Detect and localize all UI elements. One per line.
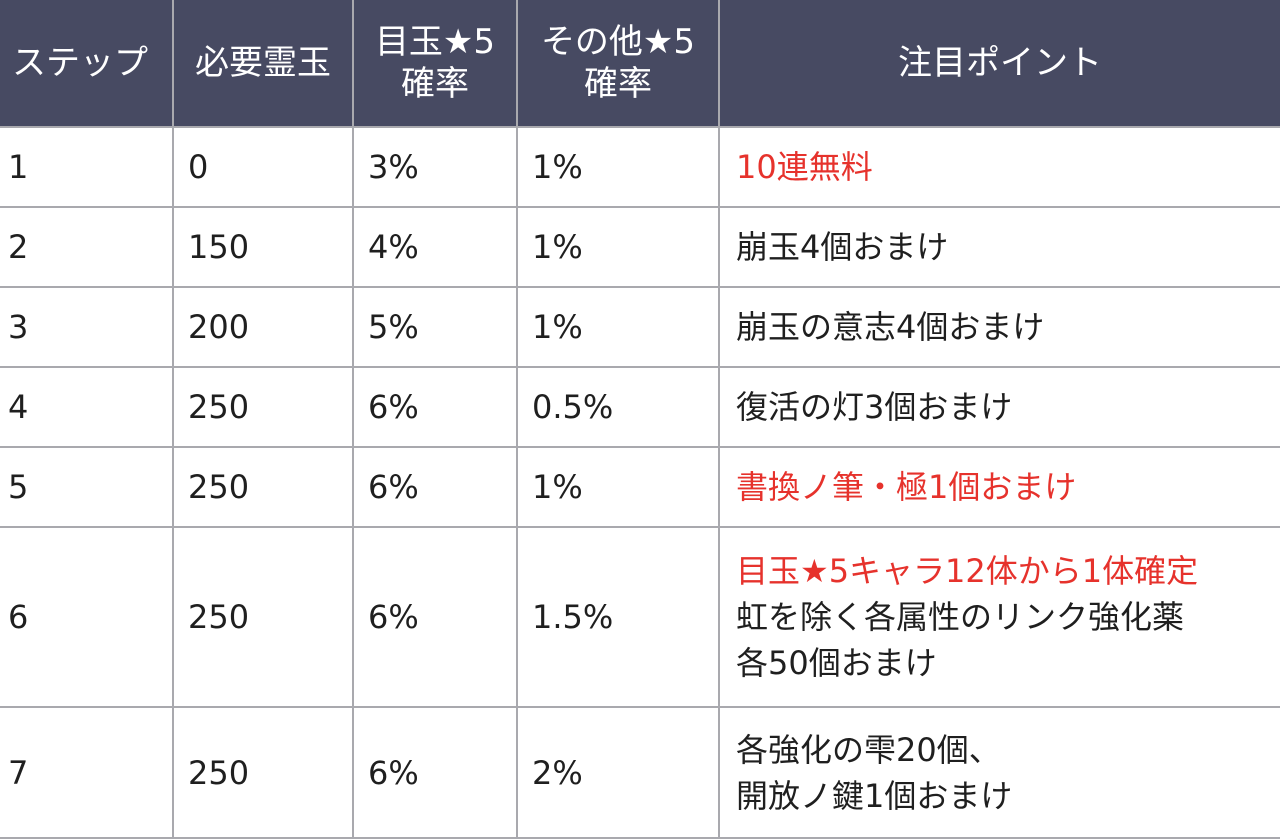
point-line: 10連無料 <box>736 148 873 186</box>
table-row: 1 0 3% 1% 10連無料 <box>0 126 1280 208</box>
cell-point: 復活の灯3個おまけ <box>718 366 1280 448</box>
cell-step: 6 <box>0 526 174 708</box>
header-other-rate-line1: その他★5 <box>540 22 696 62</box>
header-point: 注目ポイント <box>718 0 1280 128</box>
cell-required: 200 <box>172 286 354 368</box>
cell-point: 崩玉4個おまけ <box>718 206 1280 288</box>
cell-step: 1 <box>0 126 174 208</box>
cell-point: 各強化の雫20個、 開放ノ鍵1個おまけ <box>718 706 1280 839</box>
cell-required: 0 <box>172 126 354 208</box>
header-required: 必要霊玉 <box>172 0 354 128</box>
cell-point: 書換ノ筆・極1個おまけ <box>718 446 1280 528</box>
header-featured-rate-line2: 確率 <box>401 64 469 104</box>
point-line: 崩玉4個おまけ <box>736 228 949 266</box>
header-step: ステップ <box>0 0 174 128</box>
cell-step: 7 <box>0 706 174 839</box>
cell-featured-rate: 5% <box>352 286 518 368</box>
cell-required: 150 <box>172 206 354 288</box>
cell-step: 4 <box>0 366 174 448</box>
cell-point: 10連無料 <box>718 126 1280 208</box>
point-line: 復活の灯3個おまけ <box>736 388 1013 426</box>
point-line: 書換ノ筆・極1個おまけ <box>736 468 1077 506</box>
point-line: 虹を除く各属性のリンク強化薬 <box>736 598 1185 636</box>
point-line: 開放ノ鍵1個おまけ <box>736 776 1013 815</box>
cell-step: 3 <box>0 286 174 368</box>
cell-other-rate: 1.5% <box>516 526 720 708</box>
table-row: 4 250 6% 0.5% 復活の灯3個おまけ <box>0 366 1280 448</box>
header-featured-rate: 目玉★5 確率 <box>352 0 518 128</box>
cell-other-rate: 1% <box>516 446 720 528</box>
cell-step: 2 <box>0 206 174 288</box>
point-line: 崩玉の意志4個おまけ <box>736 308 1045 346</box>
cell-featured-rate: 6% <box>352 446 518 528</box>
point-line: 各50個おまけ <box>736 644 937 682</box>
cell-featured-rate: 6% <box>352 526 518 708</box>
cell-required: 250 <box>172 706 354 839</box>
table-header: ステップ 必要霊玉 目玉★5 確率 その他★5 確率 注目ポイント <box>0 0 1280 128</box>
cell-point: 目玉★5キャラ12体から1体確定 虹を除く各属性のリンク強化薬 各50個おまけ <box>718 526 1280 708</box>
cell-other-rate: 1% <box>516 206 720 288</box>
table-row: 2 150 4% 1% 崩玉4個おまけ <box>0 206 1280 288</box>
cell-other-rate: 1% <box>516 126 720 208</box>
table-row: 5 250 6% 1% 書換ノ筆・極1個おまけ <box>0 446 1280 528</box>
cell-other-rate: 1% <box>516 286 720 368</box>
cell-required: 250 <box>172 526 354 708</box>
header-featured-rate-line1: 目玉★5 <box>374 22 496 62</box>
point-line: 各強化の雫20個、 <box>736 730 1001 769</box>
table-row: 7 250 6% 2% 各強化の雫20個、 開放ノ鍵1個おまけ <box>0 706 1280 839</box>
table-row: 6 250 6% 1.5% 目玉★5キャラ12体から1体確定 虹を除く各属性のリ… <box>0 526 1280 708</box>
header-other-rate: その他★5 確率 <box>516 0 720 128</box>
cell-other-rate: 0.5% <box>516 366 720 448</box>
cell-featured-rate: 3% <box>352 126 518 208</box>
cell-featured-rate: 6% <box>352 706 518 839</box>
cell-step: 5 <box>0 446 174 528</box>
cell-required: 250 <box>172 446 354 528</box>
cell-featured-rate: 4% <box>352 206 518 288</box>
cell-point: 崩玉の意志4個おまけ <box>718 286 1280 368</box>
cell-required: 250 <box>172 366 354 448</box>
cell-other-rate: 2% <box>516 706 720 839</box>
header-other-rate-line2: 確率 <box>584 64 652 104</box>
point-line: 目玉★5キャラ12体から1体確定 <box>736 552 1199 590</box>
cell-featured-rate: 6% <box>352 366 518 448</box>
table-row: 3 200 5% 1% 崩玉の意志4個おまけ <box>0 286 1280 368</box>
